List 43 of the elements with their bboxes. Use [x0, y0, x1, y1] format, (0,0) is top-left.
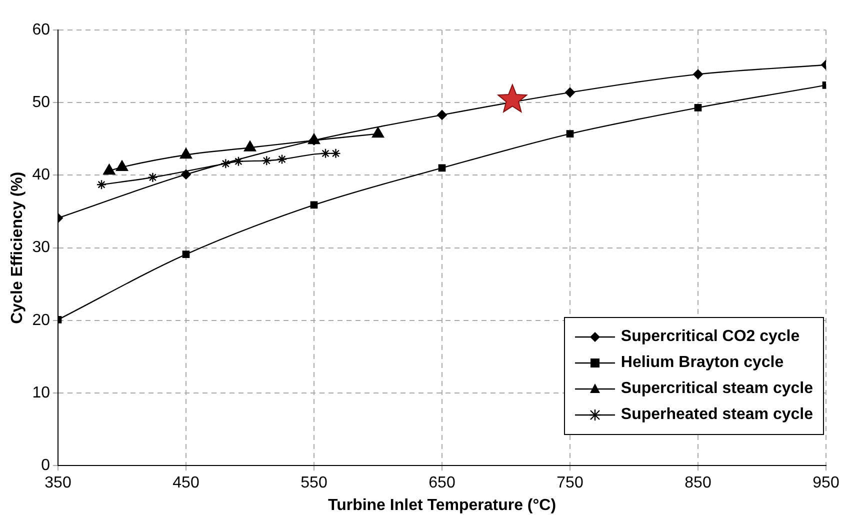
point	[182, 250, 190, 258]
x-tick-label: 950	[812, 474, 840, 492]
x-tick-label: 850	[684, 474, 712, 492]
x-tick-label: 350	[44, 474, 72, 492]
point	[103, 164, 116, 175]
point	[220, 158, 231, 169]
point	[181, 169, 191, 180]
point	[116, 160, 128, 171]
y-tick-label: 50	[32, 94, 50, 112]
point	[372, 126, 384, 138]
point	[233, 156, 244, 167]
point	[565, 87, 575, 98]
point	[320, 148, 331, 159]
x-tick-label: 750	[556, 474, 584, 492]
point	[694, 104, 702, 112]
point	[276, 154, 288, 164]
y-tick-label: 30	[32, 239, 50, 256]
point	[148, 172, 158, 182]
point	[180, 148, 192, 159]
point	[438, 164, 446, 172]
legend-label: Helium Brayton cycle	[620, 354, 784, 372]
point	[262, 156, 272, 166]
x-axis-title: Turbine Inlet Temperature (°C)	[328, 496, 556, 514]
legend-label: Supercritical steam cycle	[620, 380, 813, 398]
y-tick-label: 0	[41, 457, 50, 474]
legend-label: Supercritical CO2 cycle	[620, 328, 800, 346]
y-axis-title: Cycle Efficiency (%)	[9, 172, 26, 324]
point	[310, 201, 318, 209]
x-tick-label: 550	[300, 474, 328, 492]
x-tick-label: 450	[172, 474, 200, 492]
point	[498, 84, 528, 112]
point	[437, 110, 447, 120]
y-tick-label: 10	[32, 384, 50, 402]
legend-label: Superheated steam cycle	[620, 406, 813, 424]
y-tick-label: 60	[32, 21, 50, 38]
point	[96, 180, 107, 190]
point	[330, 148, 341, 159]
y-tick-label: 20	[32, 312, 50, 329]
y-tick-label: 40	[32, 166, 50, 184]
point	[566, 130, 574, 138]
point	[693, 69, 703, 80]
x-tick-label: 650	[428, 474, 456, 492]
point	[244, 140, 256, 152]
